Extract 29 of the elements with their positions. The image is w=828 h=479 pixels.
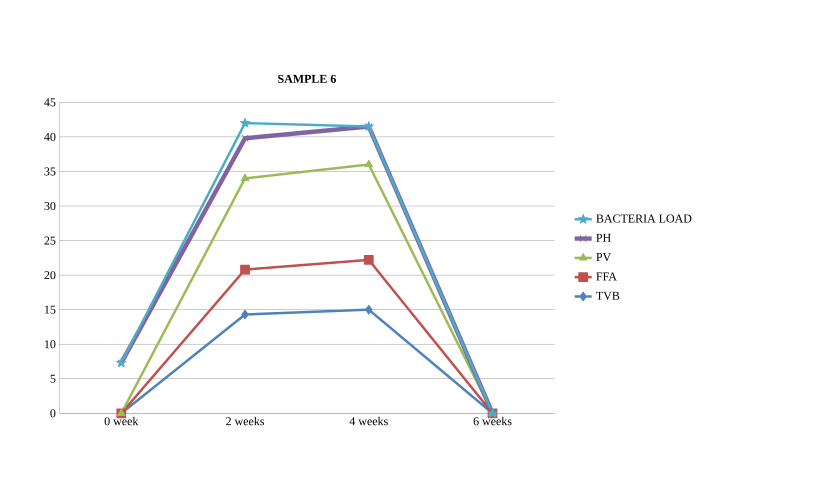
point xyxy=(240,264,250,274)
point xyxy=(117,408,126,416)
y-tick-label: 5 xyxy=(50,374,56,383)
x-tick-label: 6 weeks xyxy=(474,416,512,426)
y-tick-label: 10 xyxy=(44,340,56,348)
legend-label: BACTERIA LOAD xyxy=(596,214,692,223)
y-tick-label: 30 xyxy=(44,202,56,210)
x-tick-label: 2 weeks xyxy=(226,416,264,426)
x-tick-label: 4 weeks xyxy=(350,416,388,426)
x-tick-label: 0 week xyxy=(104,416,138,426)
y-tick-label: 45 xyxy=(44,98,56,106)
point xyxy=(241,134,249,142)
legend-label: TVB xyxy=(596,292,620,300)
point xyxy=(241,310,249,320)
point xyxy=(365,304,373,315)
y-tick-label: 0 xyxy=(50,409,56,418)
y-tick-label: 15 xyxy=(44,306,56,314)
legend-label: FFA xyxy=(596,272,617,280)
y-tick-label: 25 xyxy=(44,236,56,245)
point xyxy=(364,160,374,168)
y-tick-label: 40 xyxy=(44,132,56,141)
y-tick-label: 20 xyxy=(44,271,56,280)
point xyxy=(240,173,250,181)
point xyxy=(240,118,250,128)
chart-title: SAMPLE 6 xyxy=(278,74,336,83)
legend-label: PV xyxy=(596,253,612,262)
legend-label: PH xyxy=(596,234,611,242)
point xyxy=(364,255,374,265)
y-tick-label: 35 xyxy=(44,167,56,176)
